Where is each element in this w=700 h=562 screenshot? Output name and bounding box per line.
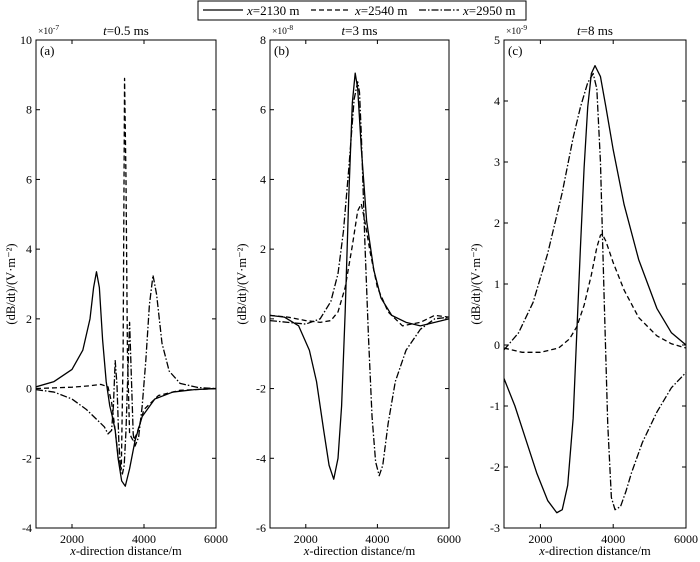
panel-a-exponent: ×10-7 [38, 23, 59, 37]
panel-c-ytick-label: -2 [490, 460, 500, 474]
panel-b: 2000 4000 6000 -6 -4 -2 0 2 4 6 8 (b) ×10-8 t=3 ms x-d… [235, 23, 461, 558]
panel-a-xlabel-text: -direction distance/m [76, 544, 182, 558]
panel-c-exponent-base: ×10 [506, 27, 521, 37]
panel-a-title-text: =0.5 ms [107, 23, 149, 38]
panel-b-title-var: t [342, 23, 346, 38]
panel-a-ytick-label: -4 [22, 521, 32, 535]
panel-a-ytick-label: 0 [26, 382, 32, 396]
panel-a-series-dashed [36, 77, 216, 470]
panel-c-xtick-label: 2000 [528, 532, 552, 546]
panel-b-ytick-label: -2 [256, 382, 266, 396]
panel-a: 2000 4000 6000 -4 -2 0 2 4 6 8 10 (a) ×10-7 t=0.5 ms x… [4, 23, 228, 558]
panel-a-xtick-label: 4000 [132, 532, 156, 546]
panel-c-series-dashdot [504, 72, 686, 511]
panel-b-xlabel-var: x [303, 544, 310, 558]
panel-c-xlabel-text: -direction distance/m [545, 544, 651, 558]
panel-a-title-var: t [103, 23, 107, 38]
legend-frame [197, 0, 527, 21]
panel-b-exponent-power: -8 [287, 23, 293, 32]
panel-c-ylabel: (dB/dt)/(V·m⁻²) [469, 243, 483, 324]
panel-c-ytick-label: -1 [490, 399, 500, 413]
panel-c-ytick-label: 4 [494, 94, 500, 108]
panel-a-ytick-label: 8 [26, 103, 32, 117]
panel-a-ytick-label: 10 [20, 33, 32, 47]
panel-b-ytick-label: 6 [260, 103, 266, 117]
panel-a-ytick-label: -2 [22, 451, 32, 465]
legend-entry-1: x=2130 m [246, 3, 299, 18]
legend-entry-3-var: x [462, 3, 469, 18]
panel-b-ylabel: (dB/dt)/(V·m⁻²) [235, 243, 249, 324]
panel-b-title-text: =3 ms [345, 23, 377, 38]
panel-c-ytick-label: 0 [494, 338, 500, 352]
panel-b-title: t=3 ms [342, 23, 378, 38]
panel-b-ytick-label: -6 [256, 521, 266, 535]
panel-c-title-text: =8 ms [581, 23, 613, 38]
panel-a-frame [35, 39, 217, 529]
panel-a-ytick-label: 2 [26, 312, 32, 326]
panel-b-series-dashed [270, 203, 449, 327]
panel-a-ytick-label: 6 [26, 172, 32, 186]
legend-entry-1-var: x [246, 3, 253, 18]
legend-entry-1-text: =2130 m [253, 3, 300, 18]
panel-c-xtick-label: 4000 [601, 532, 625, 546]
legend-entry-2-text: =2540 m [361, 3, 408, 18]
panel-a-ylabel: (dB/dt)/(V·m⁻²) [4, 243, 18, 324]
legend-entry-3: x=2950 m [462, 3, 515, 18]
panel-b-series-solid [270, 72, 449, 480]
panel-b-xlabel-text: -direction distance/m [309, 544, 415, 558]
legend: x=2130 m x=2540 m x=2950 m [197, 0, 527, 21]
panel-c-xtick-label: 6000 [674, 532, 698, 546]
panel-c-xlabel: x-direction distance/m [538, 544, 651, 558]
panel-c-ytick-label: 2 [494, 216, 500, 230]
panel-b-xtick-label: 4000 [365, 532, 389, 546]
panel-c-ytick-label: 3 [494, 155, 500, 169]
panel-a-xtick-label: 2000 [60, 532, 84, 546]
panel-b-xlabel: x-direction distance/m [303, 544, 416, 558]
panel-c-title: t=8 ms [577, 23, 613, 38]
legend-entry-2: x=2540 m [354, 3, 407, 18]
panel-c-exponent-power: -9 [521, 23, 527, 32]
panel-b-exponent-base: ×10 [272, 27, 287, 37]
panel-a-letter: (a) [40, 43, 54, 58]
panel-c-letter: (c) [508, 43, 522, 58]
panel-b-xtick-label: 2000 [294, 532, 318, 546]
panel-b-exponent: ×10-8 [272, 23, 293, 37]
panel-b-ytick-label: 4 [260, 172, 266, 186]
legend-entry-2-var: x [354, 3, 361, 18]
panel-b-ytick-label: 2 [260, 242, 266, 256]
panel-a-exponent-base: ×10 [38, 27, 53, 37]
panel-a-ytick-label: 4 [26, 242, 32, 256]
panel-c-series-solid [504, 64, 686, 514]
panel-b-ytick-label: 0 [260, 312, 266, 326]
panel-a-xtick-label: 6000 [204, 532, 228, 546]
panel-a-exponent-power: -7 [53, 23, 59, 32]
panel-c-xlabel-var: x [538, 544, 545, 558]
panel-c-exponent: ×10-9 [506, 23, 527, 37]
panel-c-ytick-label: 5 [494, 33, 500, 47]
legend-entry-3-text: =2950 m [469, 3, 516, 18]
panel-c-series-dashed [504, 233, 686, 353]
panel-a-series-dashdot [36, 274, 216, 475]
panel-b-ytick-label: -4 [256, 451, 266, 465]
panel-a-xlabel: x-direction distance/m [69, 544, 182, 558]
panel-c-title-var: t [577, 23, 581, 38]
panel-b-ytick-label: 8 [260, 33, 266, 47]
panel-b-letter: (b) [274, 43, 289, 58]
panel-a-xlabel-var: x [69, 544, 76, 558]
panel-b-series-dashdot [270, 81, 449, 477]
panel-a-title: t=0.5 ms [103, 23, 149, 38]
panel-b-xtick-label: 6000 [437, 532, 461, 546]
panel-b-frame [269, 39, 450, 529]
panel-a-series-solid [36, 271, 216, 487]
panel-c-ytick-label: -3 [490, 521, 500, 535]
panel-c-ytick-label: 1 [494, 277, 500, 291]
